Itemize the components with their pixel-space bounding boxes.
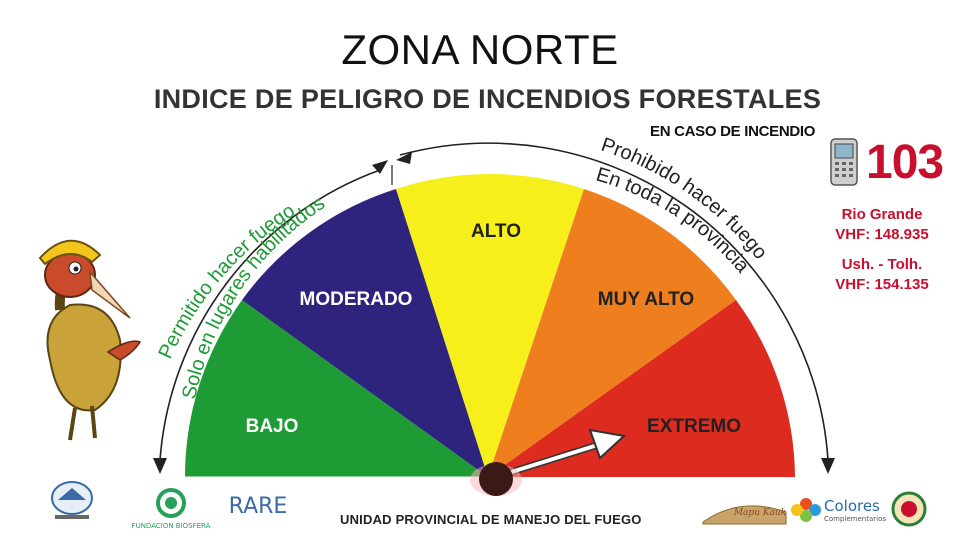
page-subtitle: INDICE DE PELIGRO DE INCENDIOS FORESTALE…: [153, 84, 822, 114]
page-title: ZONA NORTE: [341, 26, 619, 73]
emergency-label: EN CASO DE INCENDIO: [650, 123, 816, 140]
radio-vhf-1: VHF: 148.935: [835, 226, 929, 243]
arrow-down-right-icon: [821, 458, 835, 474]
segment-bajo: [184, 300, 488, 477]
colores-logo-icon: [791, 498, 821, 522]
province-logo: [51, 481, 93, 519]
mapu-kauk-logo: Mapu Kauk: [702, 505, 787, 525]
level-label-extremo: EXTREMO: [647, 416, 741, 437]
rare-logo-text: RARE: [229, 494, 288, 519]
segment-muy-alto: [488, 189, 736, 477]
level-label-moderado: MODERADO: [300, 289, 413, 310]
arrow-top-right-icon: [396, 152, 412, 164]
radio-vhf-2: VHF: 154.135: [835, 276, 929, 293]
segment-moderado: [242, 189, 488, 477]
bird-mascot-icon: [38, 239, 142, 441]
emergency-number: 103: [866, 136, 944, 189]
radio-city-2: Ush. - Tolh.: [841, 256, 923, 273]
biosfera-logo-text: FUNDACION BIOSFERA: [132, 522, 211, 530]
gauge-segments: [184, 174, 795, 478]
biosfera-logo: [156, 488, 186, 518]
segment-alto: [396, 174, 584, 477]
svg-text:Mapu Kauk: Mapu Kauk: [733, 508, 786, 518]
radio-city-1: Rio Grande: [841, 206, 923, 223]
arrow-top-left-icon: [372, 160, 388, 174]
gauge-needle: [470, 428, 627, 496]
footer-agency-name: UNIDAD PROVINCIAL DE MANEJO DEL FUEGO: [340, 512, 642, 527]
colores-logo-subtext: Complementarios: [824, 515, 886, 523]
arrow-down-left-icon: [153, 458, 167, 474]
round-badge-logo: [891, 491, 927, 527]
segment-extremo: [488, 300, 795, 477]
level-label-bajo: BAJO: [246, 416, 299, 437]
scale-arrows: [159, 142, 829, 461]
colores-logo-text: Colores: [824, 497, 880, 515]
mobile-phone-icon: [830, 138, 858, 186]
level-label-alto: ALTO: [471, 221, 521, 242]
level-label-muy-alto: MUY ALTO: [598, 289, 694, 310]
needle-hub-icon: [479, 462, 513, 496]
